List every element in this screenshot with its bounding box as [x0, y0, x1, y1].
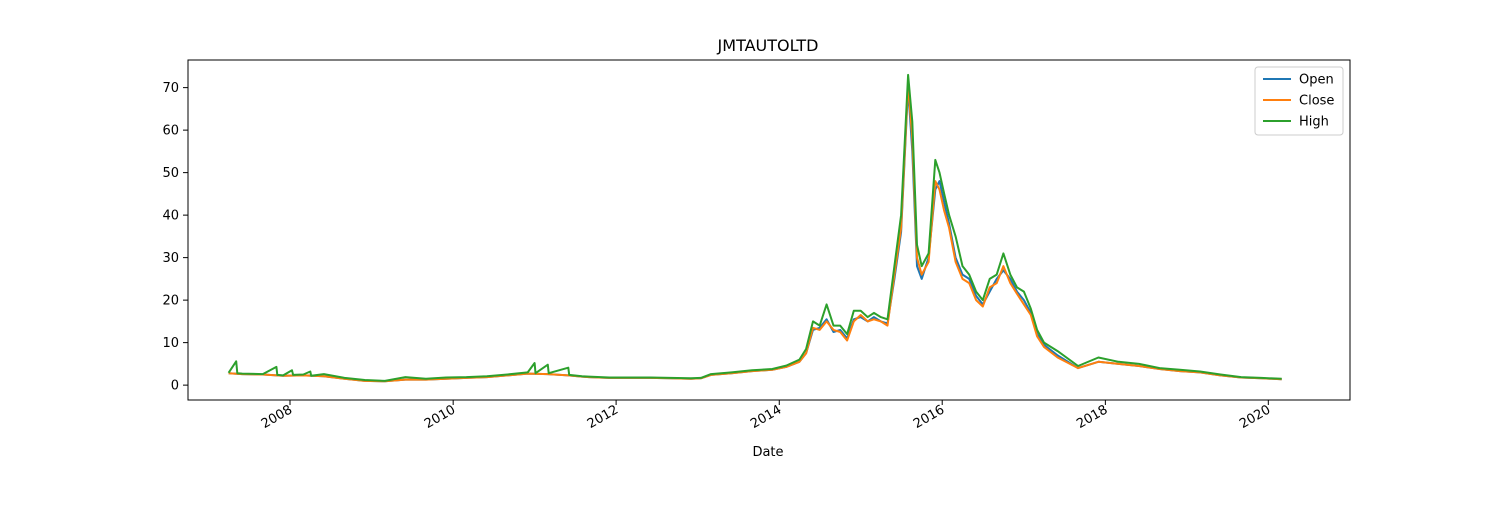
series-line-close — [228, 82, 1282, 383]
legend: Open Close High — [1254, 66, 1344, 136]
x-tick-label: 2016 — [911, 402, 947, 432]
x-axis: 2008 2010 2012 2014 2016 2018 2020 — [259, 400, 1273, 432]
x-tick-label: 2014 — [748, 402, 784, 432]
plot-frame — [187, 59, 1351, 401]
x-tick-label: 2020 — [1237, 402, 1273, 432]
legend-label-open: Open — [1299, 73, 1334, 88]
y-tick-label: 50 — [162, 166, 179, 181]
x-axis-label: Date — [752, 445, 783, 460]
legend-box — [1254, 66, 1344, 136]
series-line-high — [227, 73, 1282, 382]
y-axis: 0 10 20 30 40 50 60 70 — [162, 81, 188, 394]
legend-label-close: Close — [1299, 94, 1334, 109]
plot-area — [227, 73, 1282, 383]
y-tick-label: 70 — [162, 81, 179, 96]
y-tick-label: 60 — [162, 124, 179, 139]
y-tick-label: 30 — [162, 251, 179, 266]
x-tick-label: 2018 — [1074, 402, 1110, 432]
x-tick-label: 2012 — [585, 402, 621, 432]
legend-label-high: High — [1299, 115, 1329, 130]
x-tick-label: 2010 — [422, 402, 458, 432]
x-tick-label: 2008 — [259, 402, 295, 432]
series-line-open — [228, 86, 1282, 383]
y-tick-label: 10 — [162, 336, 179, 351]
y-tick-label: 0 — [171, 379, 179, 394]
y-tick-label: 20 — [162, 294, 179, 309]
y-tick-label: 40 — [162, 209, 179, 224]
chart-title: JMTAUTOLTD — [717, 36, 819, 55]
